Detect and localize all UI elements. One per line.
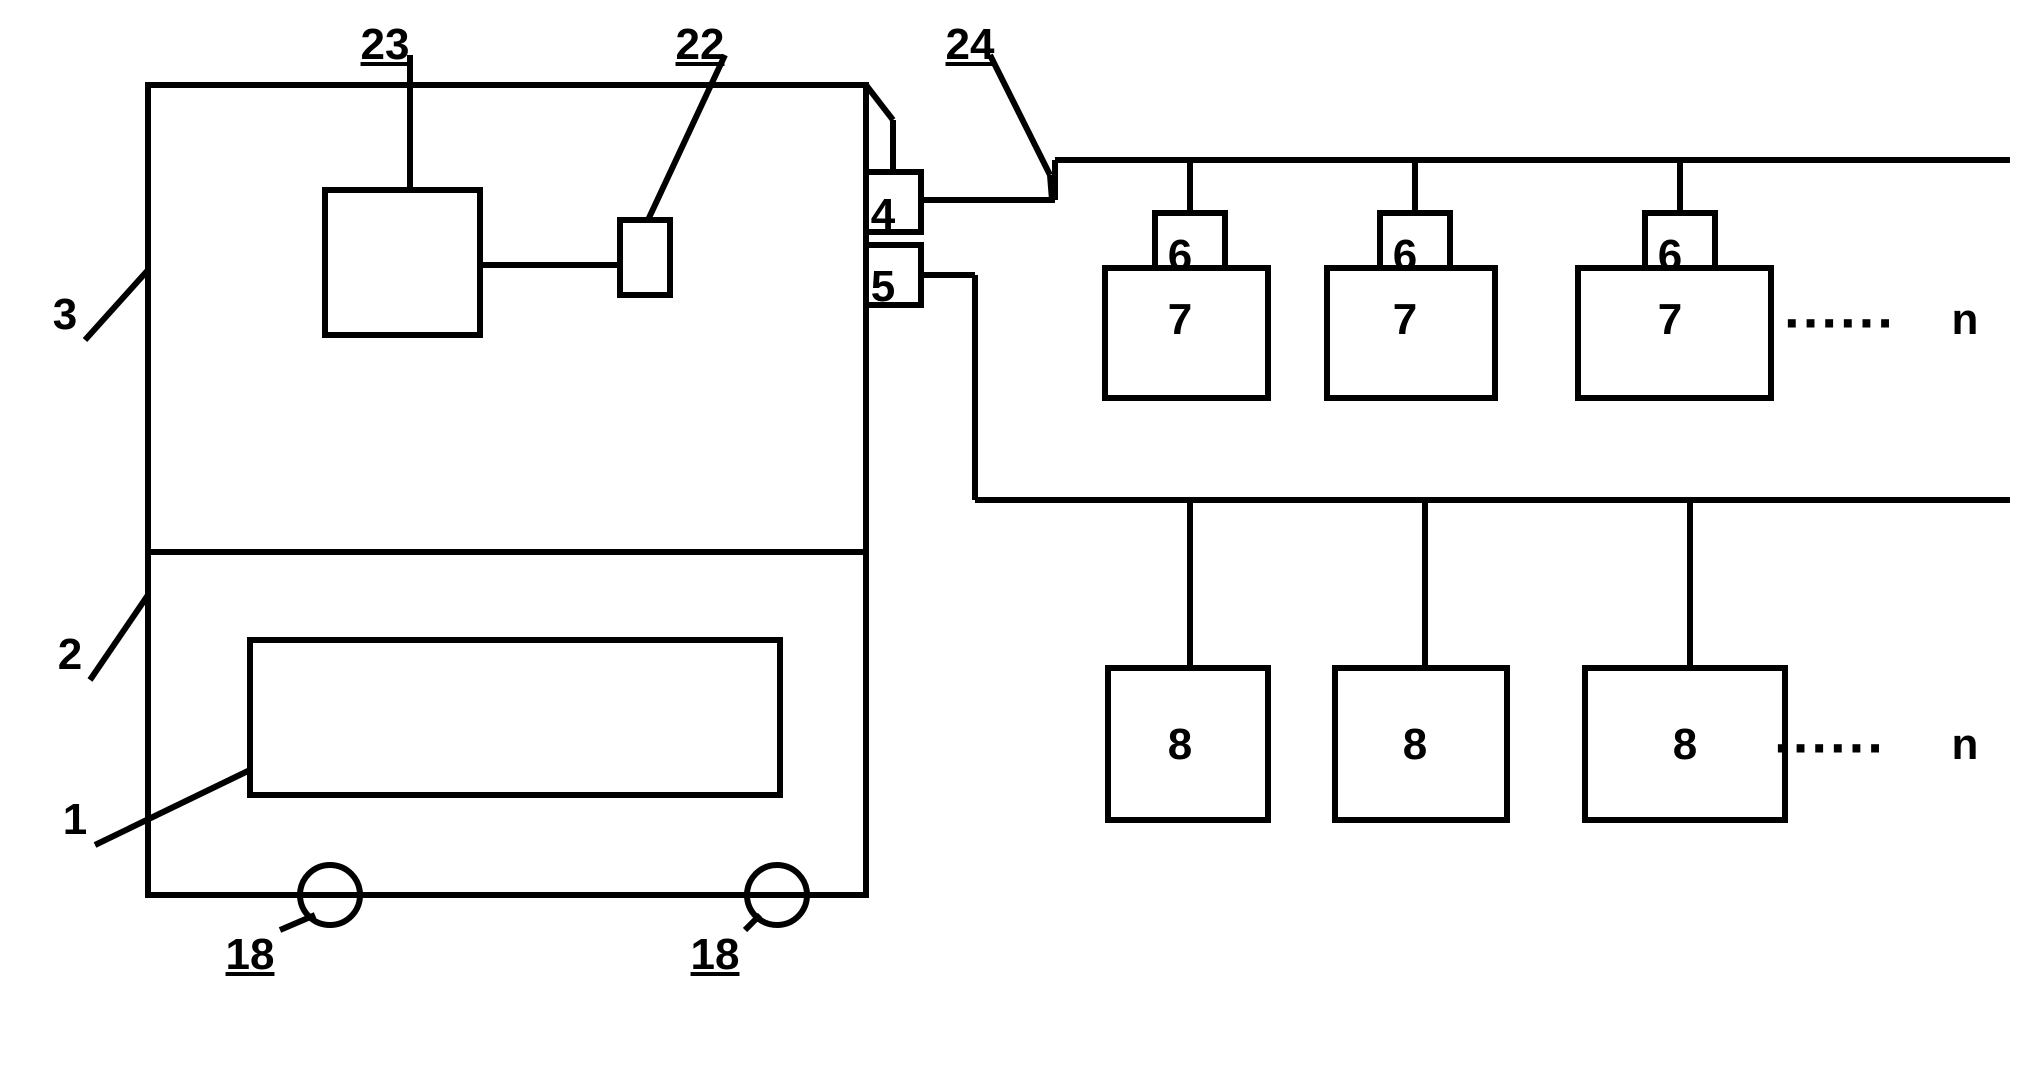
label-l8a: 8 bbox=[1168, 720, 1192, 770]
label-dots2: ······ bbox=[1774, 715, 1886, 780]
label-l8b: 8 bbox=[1403, 720, 1427, 770]
label-l6c: 6 bbox=[1658, 231, 1682, 281]
label-l6a: 6 bbox=[1168, 231, 1192, 281]
label-ln1: n bbox=[1952, 295, 1979, 345]
label-l1: 1 bbox=[63, 795, 87, 845]
label-l18a: 18 bbox=[226, 930, 275, 980]
label-dots1: ······ bbox=[1784, 290, 1896, 355]
label-l23: 23 bbox=[361, 20, 410, 70]
label-l5: 5 bbox=[871, 262, 895, 312]
label-l24: 24 bbox=[946, 20, 995, 70]
label-l22: 22 bbox=[676, 20, 725, 70]
label-l7b: 7 bbox=[1393, 295, 1417, 345]
label-l8c: 8 bbox=[1673, 720, 1697, 770]
label-l7c: 7 bbox=[1658, 295, 1682, 345]
label-l6b: 6 bbox=[1393, 231, 1417, 281]
label-l4: 4 bbox=[871, 190, 895, 240]
label-l2: 2 bbox=[58, 630, 82, 680]
label-l7a: 7 bbox=[1168, 295, 1192, 345]
label-l3: 3 bbox=[53, 290, 77, 340]
diagram-svg bbox=[0, 0, 2020, 1072]
label-ln2: n bbox=[1952, 720, 1979, 770]
label-l18b: 18 bbox=[691, 930, 740, 980]
